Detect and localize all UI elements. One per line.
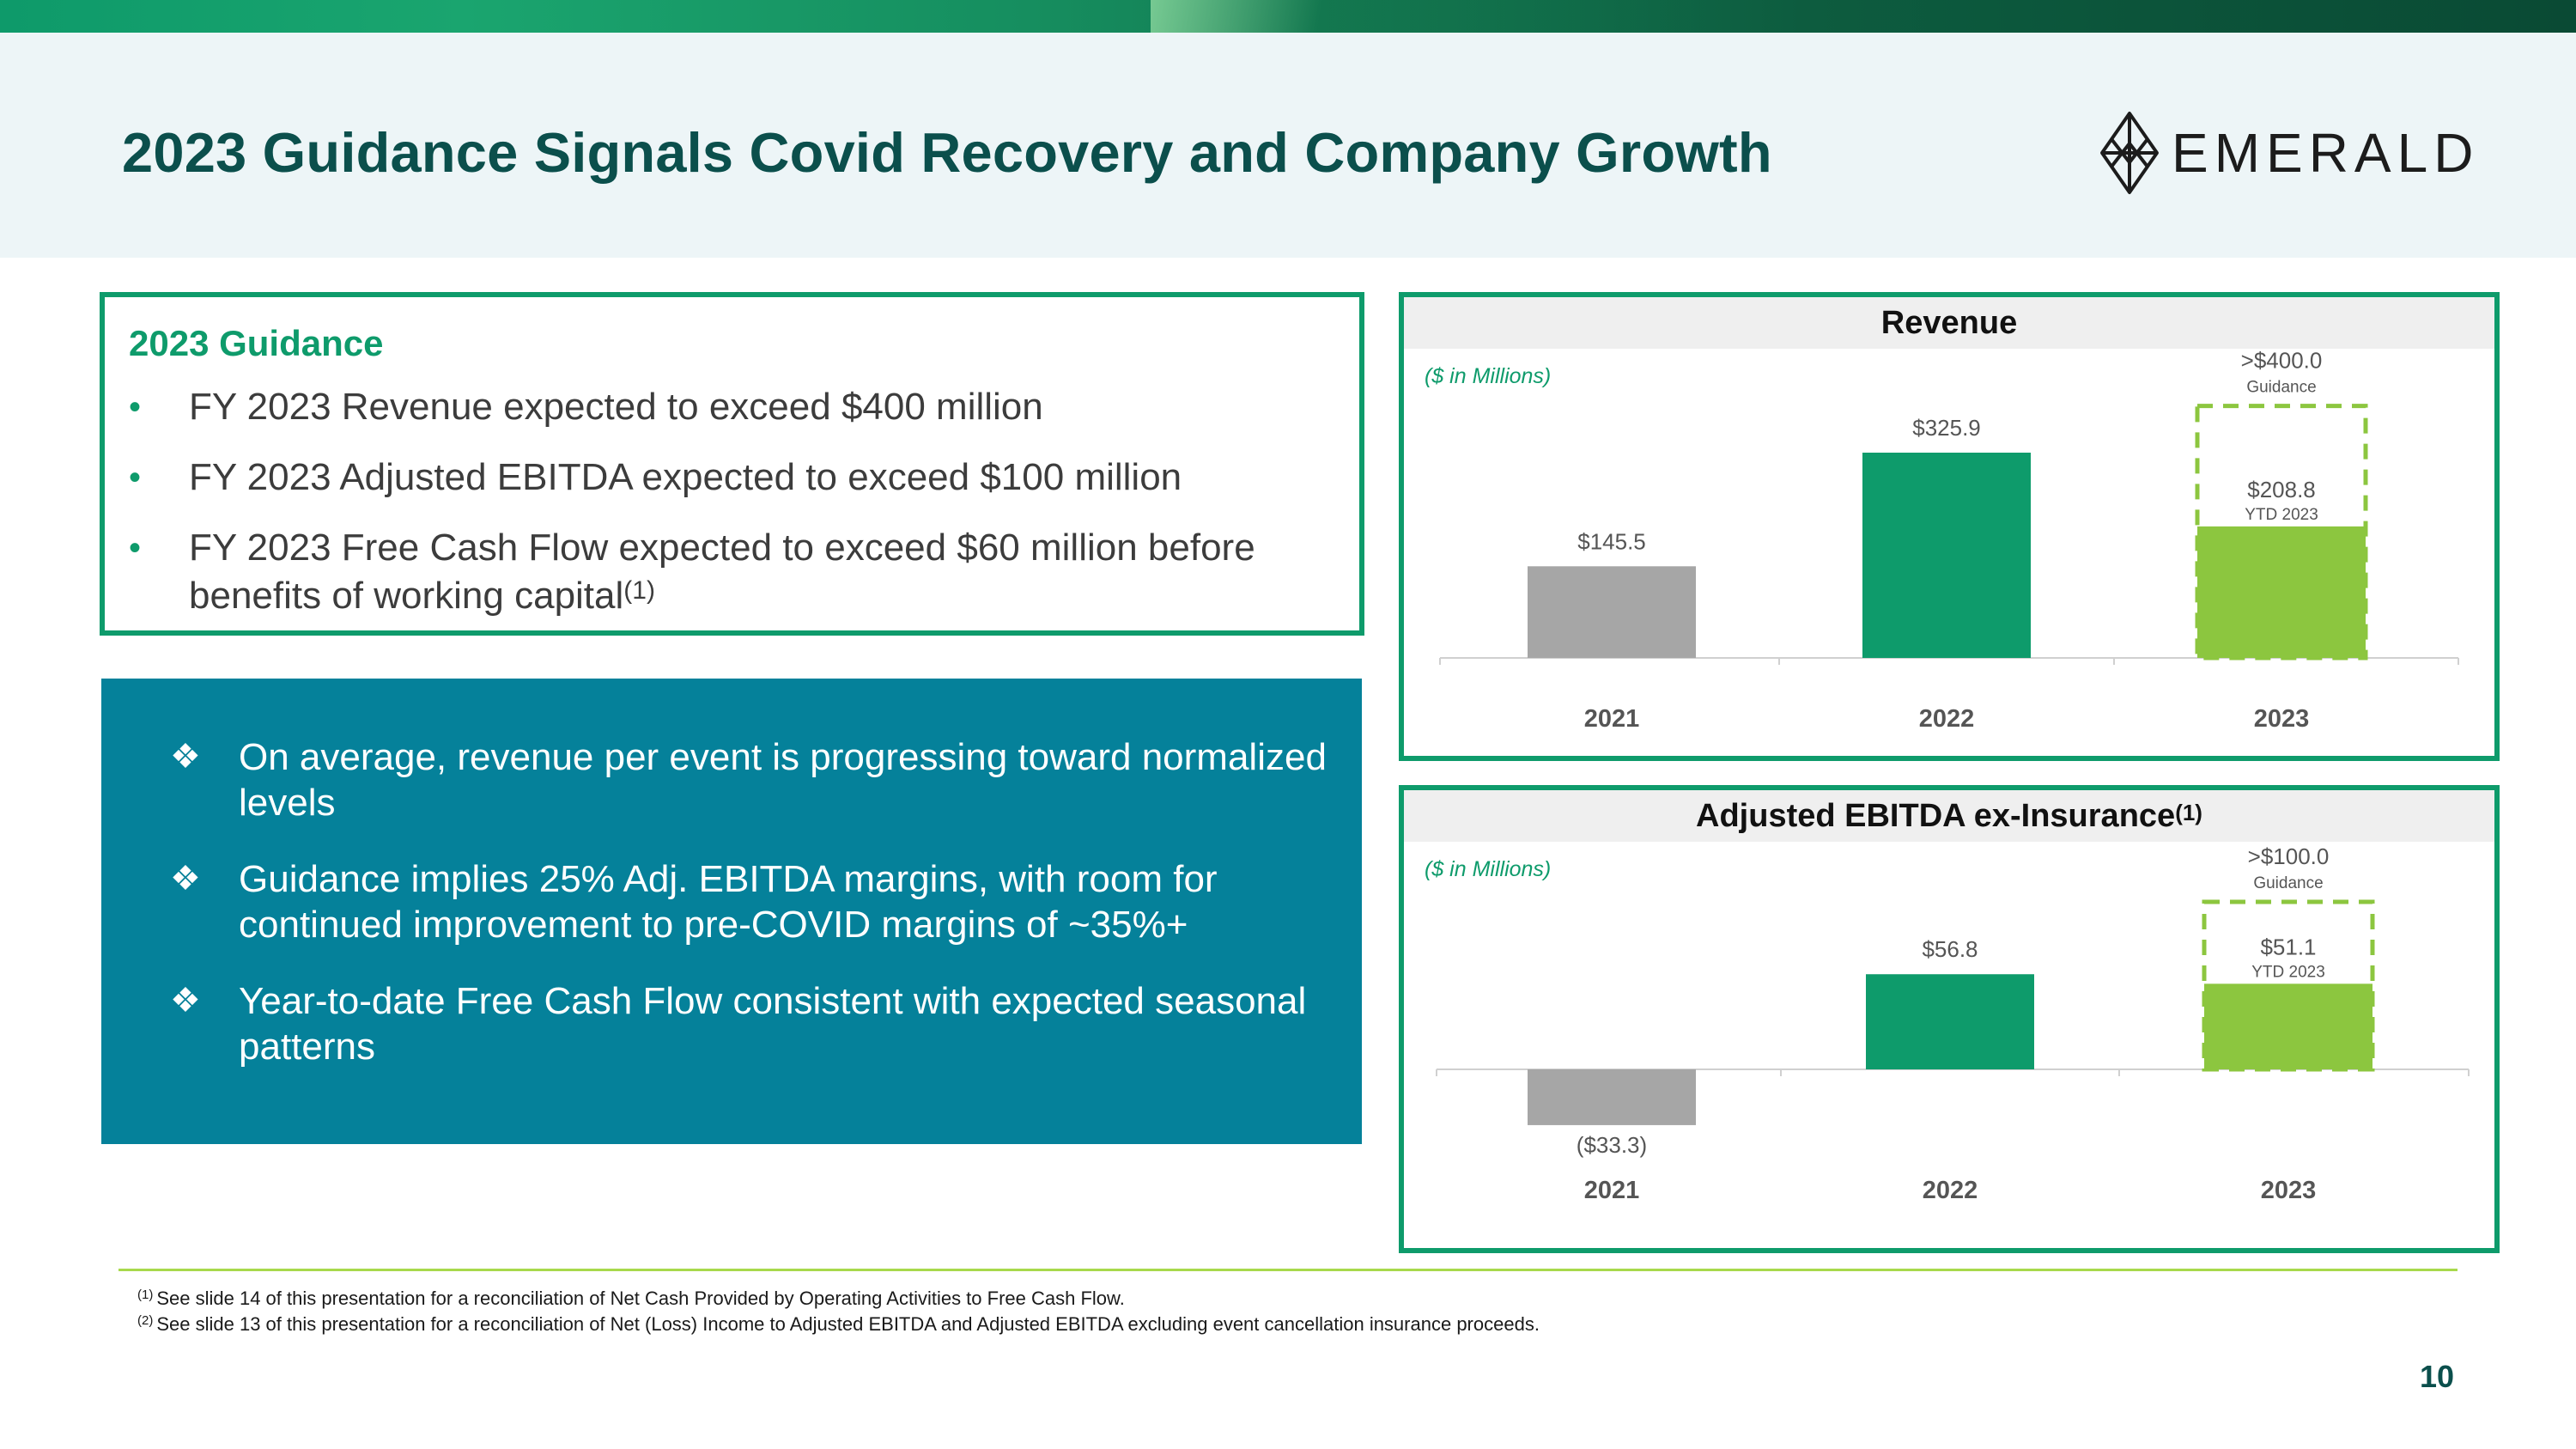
guidance-outline-2023 <box>2202 899 2375 1072</box>
diamond-bullet-icon: ❖ <box>170 982 201 1020</box>
chart-title-sup: (1) <box>2175 800 2202 825</box>
top-banner <box>0 0 2576 33</box>
chart-title-text: Adjusted EBITDA ex-Insurance <box>1696 798 2176 834</box>
guidance-item-text: FY 2023 Free Cash Flow expected to excee… <box>189 527 1255 617</box>
data-label-2023: $51.1 <box>2260 934 2316 959</box>
highlight-item-text: On average, revenue per event is progres… <box>239 736 1327 824</box>
page-title: 2023 Guidance Signals Covid Recovery and… <box>122 121 1772 184</box>
logo-text: EMERALD <box>2172 122 2480 184</box>
highlight-item: ❖ Guidance implies 25% Adj. EBITDA margin… <box>170 856 1338 947</box>
banner-sweep <box>1151 0 2576 33</box>
highlights-list: ❖ On average, revenue per event is progre… <box>170 734 1338 1100</box>
ebitda-chart-plot: ($ in Millions) ($33.3) 2021 $56.8 2022 $51.1… <box>1425 843 2470 1204</box>
data-label-2021: ($33.3) <box>1577 1132 1647 1158</box>
header-band <box>0 33 2576 258</box>
tick-label-2022: 2022 <box>1923 1177 1978 1204</box>
data-sublabel-2023: YTD 2023 <box>2245 506 2318 524</box>
bar-2023 <box>2204 983 2372 1069</box>
ebitda-chart: Adjusted EBITDA ex-Insurance(1) ($ in Mi… <box>1399 785 2500 1253</box>
data-label-2023: $208.8 <box>2247 477 2316 502</box>
guidance-item-text: FY 2023 Revenue expected to exceed $400 … <box>189 386 1043 428</box>
tick-label-2023: 2023 <box>2254 705 2310 733</box>
revenue-chart: Revenue ($ in Millions) $145.5 2021 $325.9 2… <box>1399 292 2500 761</box>
footnote-mark: (2) <box>137 1313 154 1328</box>
chart-title: Revenue <box>1404 297 2494 349</box>
tick-label-2021: 2021 <box>1584 1177 1640 1204</box>
highlight-item-text: Guidance implies 25% Adj. EBITDA margins… <box>239 858 1218 946</box>
bar-2022 <box>1862 453 2031 658</box>
guidance-item: • FY 2023 Free Cash Flow expected to exce… <box>129 524 1348 620</box>
footnote-1: (1) See slide 14 of this presentation for… <box>137 1286 1540 1312</box>
highlight-item-text: Year-to-date Free Cash Flow consistent w… <box>239 980 1307 1068</box>
data-label-2022: $56.8 <box>1922 936 1978 962</box>
company-logo: EMERALD <box>2099 110 2479 196</box>
guidance-sublabel: Guidance <box>2246 379 2316 397</box>
guidance-item-text: FY 2023 Adjusted EBITDA expected to exce… <box>189 456 1182 498</box>
guidance-item: • FY 2023 Adjusted EBITDA expected to exc… <box>129 454 1348 502</box>
guidance-box: 2023 Guidance • FY 2023 Revenue expected … <box>100 292 1364 636</box>
guidance-outline-2023 <box>2195 404 2368 661</box>
bullet-icon: • <box>129 388 142 426</box>
highlights-box: ❖ On average, revenue per event is progre… <box>101 679 1362 1144</box>
footnote-mark: (1) <box>137 1288 154 1302</box>
highlight-item: ❖ Year-to-date Free Cash Flow consistent … <box>170 978 1338 1069</box>
footnote-ref: (1) <box>623 576 655 605</box>
emerald-logo-icon <box>2100 112 2159 194</box>
guidance-list: • FY 2023 Revenue expected to exceed $400… <box>129 383 1348 642</box>
chart-units-label: ($ in Millions) <box>1425 857 1551 881</box>
diamond-bullet-icon: ❖ <box>170 860 201 898</box>
chart-title-text: Revenue <box>1880 305 2018 341</box>
guidance-heading: 2023 Guidance <box>129 323 384 363</box>
data-label-2021: $145.5 <box>1577 528 1646 554</box>
revenue-chart-plot: ($ in Millions) $145.5 2021 $325.9 2022 $208.… <box>1425 348 2459 733</box>
guidance-label: >$400.0 <box>2241 348 2323 374</box>
bar-2021 <box>1528 1069 1696 1125</box>
bar-2021 <box>1528 566 1696 658</box>
bar-2022 <box>1866 974 2034 1069</box>
bullet-icon: • <box>129 529 142 567</box>
tick-label-2022: 2022 <box>1919 705 1975 733</box>
page-number: 10 <box>2420 1359 2455 1394</box>
guidance-item: • FY 2023 Revenue expected to exceed $400… <box>129 383 1348 431</box>
tick-label-2021: 2021 <box>1584 705 1640 733</box>
data-label-2022: $325.9 <box>1912 415 1981 441</box>
footnote-divider <box>118 1269 2458 1271</box>
guidance-label: >$100.0 <box>2248 843 2330 869</box>
tick-label-2023: 2023 <box>2261 1177 2317 1204</box>
footnote-text: See slide 14 of this presentation for a … <box>156 1288 1125 1309</box>
highlight-item: ❖ On average, revenue per event is progre… <box>170 734 1338 825</box>
chart-units-label: ($ in Millions) <box>1425 364 1551 388</box>
footnotes: (1) See slide 14 of this presentation for… <box>137 1286 1540 1337</box>
footnote-text: See slide 13 of this presentation for a … <box>156 1313 1540 1335</box>
footnote-2: (2) See slide 13 of this presentation for… <box>137 1312 1540 1337</box>
bullet-icon: • <box>129 459 142 496</box>
data-sublabel-2023: YTD 2023 <box>2251 963 2325 981</box>
chart-title: Adjusted EBITDA ex-Insurance(1) <box>1404 790 2494 842</box>
bar-2023 <box>2197 526 2366 658</box>
guidance-sublabel: Guidance <box>2253 874 2323 892</box>
diamond-bullet-icon: ❖ <box>170 738 201 776</box>
